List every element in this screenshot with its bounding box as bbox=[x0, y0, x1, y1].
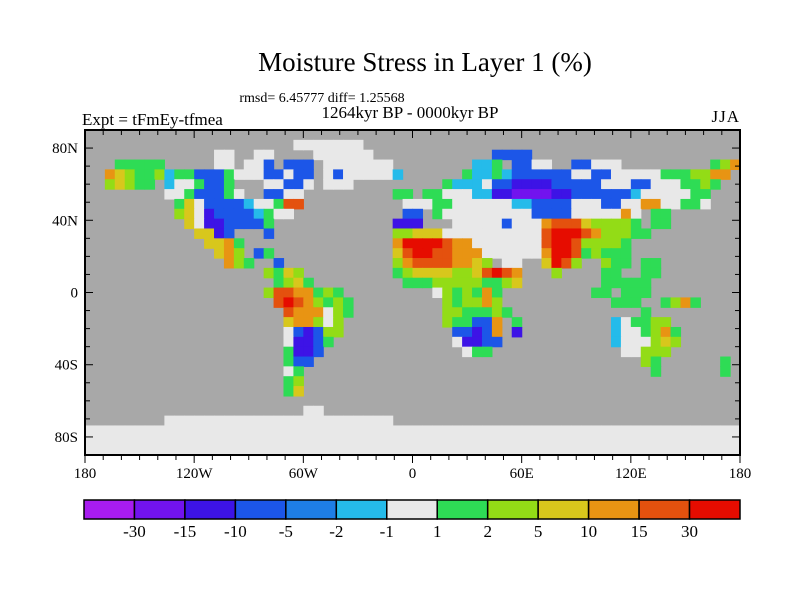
colorbar-segment bbox=[184, 499, 237, 520]
period-line: 1264kyr BP - 0000kyr BP bbox=[321, 103, 499, 122]
experiment-label: Expt = tFmEy-tfmea bbox=[82, 110, 223, 129]
colorbar-segment bbox=[587, 499, 640, 520]
colorbar-segment bbox=[234, 499, 287, 520]
map-grid-cells bbox=[85, 139, 741, 456]
colorbar-label: 5 bbox=[534, 522, 543, 541]
colorbar-label: 15 bbox=[631, 522, 648, 541]
colorbar-label: 2 bbox=[483, 522, 492, 541]
x-tick-label: 120W bbox=[176, 466, 214, 482]
colorbar-segment bbox=[285, 499, 338, 520]
colorbar-segment bbox=[133, 499, 186, 520]
x-tick-label: 120E bbox=[615, 466, 647, 482]
x-tick-label: 60E bbox=[510, 466, 534, 482]
colorbar-label: 10 bbox=[580, 522, 597, 541]
colorbar-segment bbox=[335, 499, 388, 520]
colorbar-segment bbox=[537, 499, 590, 520]
y-tick-label: 0 bbox=[71, 286, 79, 302]
colorbar-label: -1 bbox=[380, 522, 394, 541]
colorbar-segment bbox=[436, 499, 489, 520]
y-tick-label: 40S bbox=[55, 358, 78, 374]
colorbar-label: -2 bbox=[329, 522, 343, 541]
x-tick-label: 180 bbox=[74, 466, 97, 482]
x-tick-label: 60W bbox=[289, 466, 319, 482]
plot-title: Moisture Stress in Layer 1 (%) bbox=[258, 47, 592, 77]
colorbar-segment bbox=[83, 499, 136, 520]
y-tick-label: 80N bbox=[52, 141, 78, 157]
colorbar-label: -5 bbox=[279, 522, 293, 541]
x-tick-label: 180 bbox=[729, 466, 752, 482]
y-tick-label: 80S bbox=[55, 430, 78, 446]
colorbar-segment bbox=[386, 499, 438, 520]
colorbar-segment bbox=[638, 499, 691, 520]
colorbar-label: 1 bbox=[433, 522, 442, 541]
y-tick-label: 40N bbox=[52, 213, 78, 229]
x-tick-label: 0 bbox=[409, 466, 417, 482]
colorbar-segment bbox=[688, 499, 741, 520]
axis-labels: 180 120W 60W 0 60E 120E 180 80N 40N 0 40S 80S bbox=[52, 141, 751, 482]
season-label: JJA bbox=[711, 107, 740, 126]
colorbar-segment bbox=[486, 499, 539, 520]
colorbar: -30 -15 -10 -5 -2 -1 1 2 5 10 15 30 bbox=[83, 499, 741, 541]
stats-line: rmsd= 6.45777 diff= 1.25568 bbox=[239, 91, 405, 106]
colorbar-label: -30 bbox=[123, 522, 146, 541]
colorbar-label: -10 bbox=[224, 522, 247, 541]
colorbar-label: -15 bbox=[174, 522, 197, 541]
map-frame bbox=[84, 129, 741, 456]
colorbar-label: 30 bbox=[681, 522, 698, 541]
